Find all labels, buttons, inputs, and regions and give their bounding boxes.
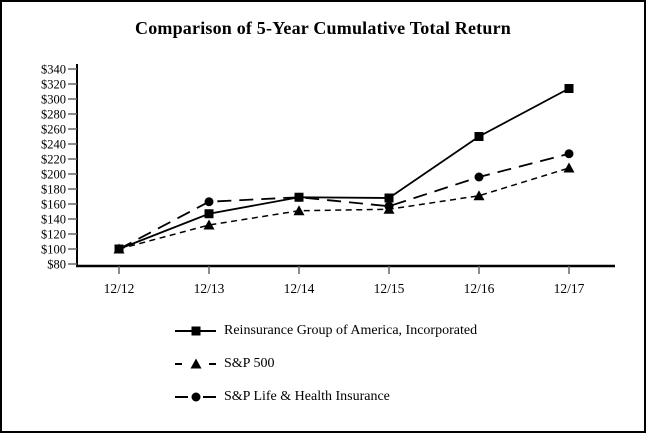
y-tick-label: $200: [41, 168, 66, 182]
marker-circle: [564, 149, 574, 159]
y-tick-label: $120: [41, 228, 66, 242]
legend-label-sp500: S&P 500: [224, 356, 275, 371]
marker-square: [564, 84, 574, 93]
y-tick-label: $320: [41, 78, 66, 92]
marker-triangle: [473, 190, 485, 201]
legend-sample-circle-dashed-line: [175, 392, 216, 402]
y-tick-label: $260: [41, 123, 66, 137]
marker-square: [474, 132, 484, 141]
marker-circle: [474, 172, 484, 182]
marker-triangle: [563, 162, 575, 173]
legend-label-sp-life-health: S&P Life & Health Insurance: [224, 389, 390, 404]
legend-item-sp500: S&P 500: [175, 353, 477, 375]
legend-sample-square-solid-line: [175, 326, 216, 336]
y-tick-label: $80: [47, 258, 66, 272]
marker-square: [191, 326, 201, 336]
chart-legend: Reinsurance Group of America, Incorporat…: [175, 320, 477, 419]
marker-square: [114, 244, 124, 254]
x-tick-label: 12/15: [374, 281, 405, 296]
x-tick-label: 12/16: [464, 281, 495, 296]
y-tick-label: $160: [41, 198, 66, 212]
series-line-triangle: [118, 167, 570, 250]
marker-square: [204, 209, 214, 219]
y-tick-label: $280: [41, 108, 66, 122]
series-circle: [114, 149, 574, 254]
y-tick-label: $180: [41, 183, 66, 197]
y-tick-label: $340: [41, 63, 66, 77]
y-tick-label: $300: [41, 93, 66, 107]
legend-item-rga: Reinsurance Group of America, Incorporat…: [175, 320, 477, 342]
marker-circle: [191, 392, 201, 402]
chart-title: Comparison of 5-Year Cumulative Total Re…: [135, 18, 511, 38]
marker-triangle: [293, 205, 305, 216]
series-square: [114, 84, 574, 254]
y-tick-label: $100: [41, 243, 66, 257]
legend-sample-triangle-dashed-line: [175, 358, 216, 369]
marker-square: [294, 192, 304, 202]
series-line-circle: [118, 152, 570, 250]
y-tick-label: $140: [41, 213, 66, 227]
series-line-square: [118, 87, 570, 250]
series-triangle: [113, 162, 575, 254]
y-tick-label: $220: [41, 153, 66, 167]
x-tick-label: 12/17: [554, 281, 585, 296]
x-tick-label: 12/12: [104, 281, 135, 296]
x-tick-label: 12/14: [284, 281, 315, 296]
marker-triangle: [190, 358, 202, 369]
marker-circle: [204, 197, 214, 207]
legend-label-rga: Reinsurance Group of America, Incorporat…: [224, 323, 478, 338]
legend-item-sp-life-health: S&P Life & Health Insurance: [175, 386, 477, 408]
marker-circle: [384, 201, 394, 211]
x-tick-label: 12/13: [194, 281, 225, 296]
y-tick-label: $240: [41, 138, 66, 152]
marker-triangle: [203, 219, 215, 230]
marker-square: [384, 193, 394, 203]
